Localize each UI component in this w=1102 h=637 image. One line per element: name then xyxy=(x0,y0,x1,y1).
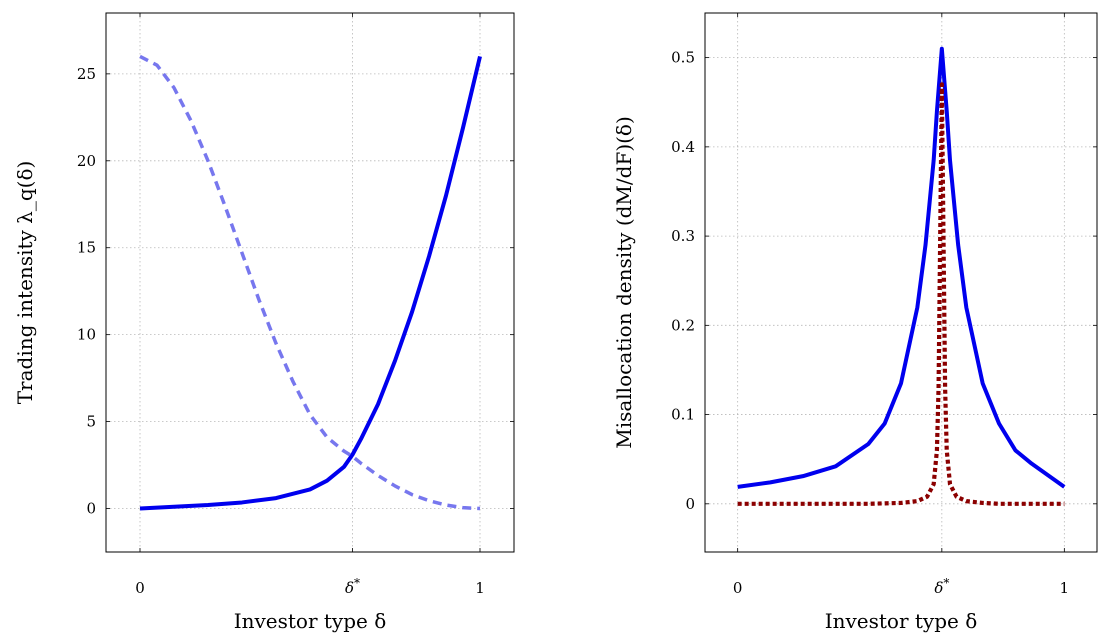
y-tick-label: 20 xyxy=(77,152,96,170)
y-tick-label: 25 xyxy=(77,65,96,83)
y-tick-label: 0.1 xyxy=(671,406,695,424)
series-2-line xyxy=(737,82,1065,506)
series-2-line xyxy=(139,54,481,511)
x-tick-label: δ* xyxy=(345,576,360,597)
series-1-line xyxy=(737,46,1066,489)
y-axis-title: Misallocation density (dM/dF)(δ) xyxy=(612,116,636,449)
x-axis-title: Investor type δ xyxy=(234,609,387,633)
x-tick-label: 1 xyxy=(475,579,485,597)
y-tick-label: 0.3 xyxy=(671,227,695,245)
y-tick-label: 0.5 xyxy=(671,49,695,67)
y-tick-label: 0 xyxy=(86,500,96,518)
x-tick-label: 1 xyxy=(1060,579,1070,597)
plot-frame xyxy=(704,12,1098,553)
y-tick-label: 0.4 xyxy=(671,138,695,156)
y-tick-label: 5 xyxy=(86,413,96,431)
series-1-line xyxy=(139,56,482,511)
y-tick-label: 15 xyxy=(77,239,96,257)
y-axis-title: Trading intensity λ_q(δ) xyxy=(13,161,37,405)
x-tick-label: 0 xyxy=(135,579,145,597)
y-tick-label: 10 xyxy=(77,326,96,344)
plot-frame xyxy=(105,12,515,553)
y-tick-label: 0 xyxy=(685,495,695,513)
x-tick-label: 0 xyxy=(733,579,743,597)
x-axis-title: Investor type δ xyxy=(825,609,978,633)
x-tick-label: δ* xyxy=(934,576,949,597)
y-tick-label: 0.2 xyxy=(671,316,695,334)
right-chart-misallocation-density: 0 δ* 1 0 0.1 0.2 0.3 0.4 0.5 Investor type δ Misal… xyxy=(612,12,1098,633)
